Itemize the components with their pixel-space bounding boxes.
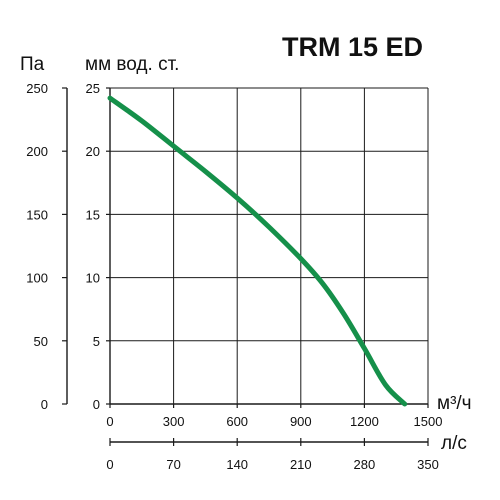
y-mm-tick-label: 0 xyxy=(93,397,100,412)
y-pa-tick-label: 50 xyxy=(34,334,48,349)
x-ls-tick-label: 350 xyxy=(417,457,439,472)
chart-title: TRM 15 ED xyxy=(282,32,423,62)
x-m3h-tick-label: 1500 xyxy=(414,414,443,429)
x-m3h-tick-label: 0 xyxy=(106,414,113,429)
y-right-unit-label: мм вод. ст. xyxy=(85,54,179,75)
y-pa-tick-label: 250 xyxy=(26,81,48,96)
x-m3h-tick-label: 900 xyxy=(290,414,312,429)
series xyxy=(107,95,408,407)
y-pa-tick-label: 100 xyxy=(26,271,48,286)
series-line-0 xyxy=(107,95,408,407)
y-mm-tick-label: 20 xyxy=(86,144,100,159)
x-ls-tick-label: 210 xyxy=(290,457,312,472)
y-pa-tick-label: 200 xyxy=(26,144,48,159)
x-ls-tick-label: 140 xyxy=(226,457,248,472)
y-mm-tick-label: 15 xyxy=(86,207,100,222)
y-mm-tick-label: 25 xyxy=(86,81,100,96)
y-pa-tick-label: 0 xyxy=(41,397,48,412)
y-pa-tick-label: 150 xyxy=(26,207,48,222)
x-m3h-tick-label: 300 xyxy=(163,414,185,429)
y-mm-tick-label: 10 xyxy=(86,271,100,286)
y-left-unit-label: Па xyxy=(20,54,45,75)
x-m3h-tick-label: 600 xyxy=(226,414,248,429)
x-ls-tick-label: 70 xyxy=(166,457,180,472)
y-mm-tick-label: 5 xyxy=(93,334,100,349)
x-top-unit-label: м³/ч xyxy=(437,393,472,414)
x-ls-tick-label: 0 xyxy=(106,457,113,472)
x-m3h-tick-label: 1200 xyxy=(350,414,379,429)
x-ls-tick-label: 280 xyxy=(354,457,376,472)
axes xyxy=(62,87,429,446)
x-bottom-unit-label: л/с xyxy=(441,433,467,454)
